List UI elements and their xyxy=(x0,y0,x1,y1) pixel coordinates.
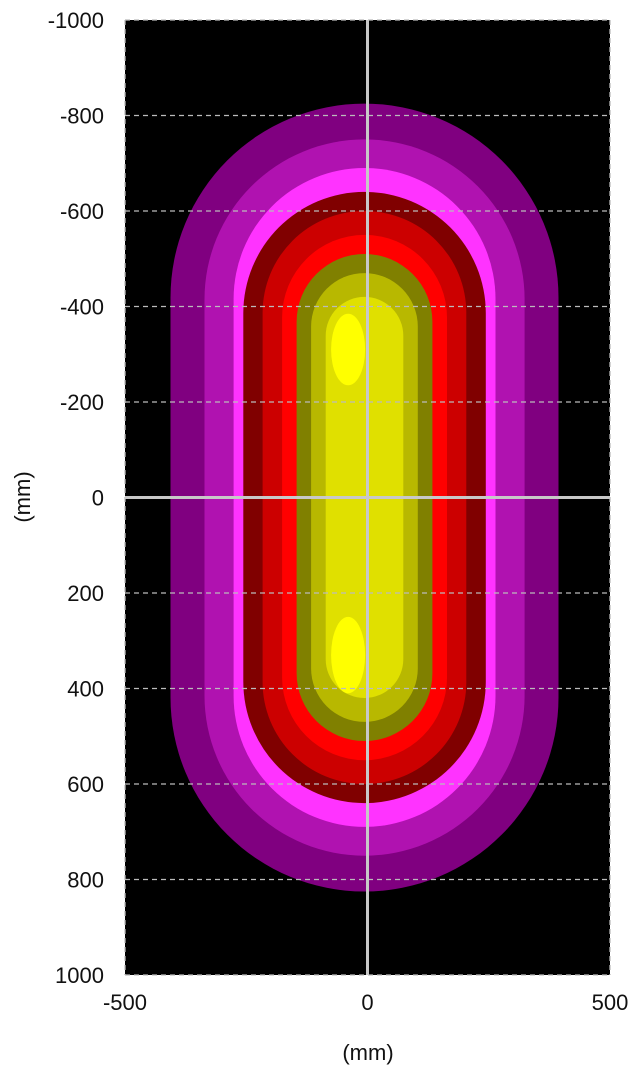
y-tick-label: -200 xyxy=(60,390,104,415)
peak-1 xyxy=(331,313,366,386)
y-axis-title: (mm) xyxy=(10,471,35,522)
y-tick-label: -800 xyxy=(60,104,104,129)
x-tick-label: -500 xyxy=(103,990,147,1015)
crosshair-layer xyxy=(125,20,610,975)
y-tick-label: -1000 xyxy=(48,8,104,33)
y-tick-label: -400 xyxy=(60,295,104,320)
y-tick-label: 600 xyxy=(67,772,104,797)
y-tick-label: 400 xyxy=(67,677,104,702)
y-tick-label: 800 xyxy=(67,868,104,893)
x-tick-label: 500 xyxy=(592,990,629,1015)
y-tick-label: -600 xyxy=(60,199,104,224)
y-tick-label: 0 xyxy=(92,486,104,511)
x-tick-label: 0 xyxy=(361,990,373,1015)
x-tick-labels: -500 0 500 xyxy=(103,990,628,1015)
y-tick-label: 200 xyxy=(67,581,104,606)
x-axis-title: (mm) xyxy=(342,1040,393,1065)
peak-2 xyxy=(331,616,366,694)
y-tick-label: 1000 xyxy=(55,963,104,988)
y-tick-labels: -1000 -800 -600 -400 -200 0 200 400 600 800 1000 xyxy=(48,8,104,988)
